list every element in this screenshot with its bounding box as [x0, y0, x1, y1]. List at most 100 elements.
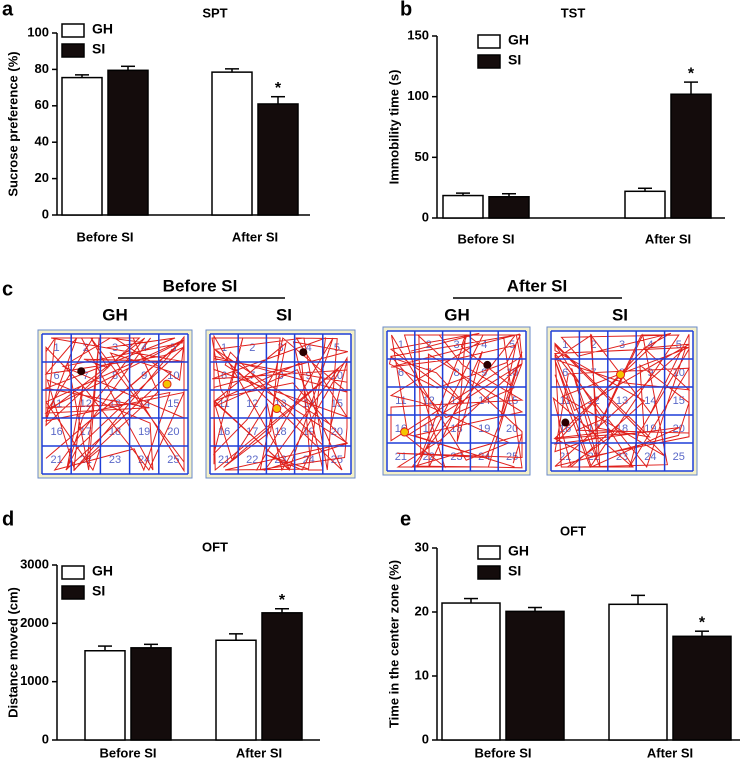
zone-number: 11	[51, 398, 62, 410]
start-marker	[616, 370, 626, 380]
start-marker	[272, 404, 282, 414]
x-tick-label: After SI	[232, 229, 278, 244]
bar	[261, 612, 303, 741]
y-tick-label: 1000	[20, 673, 49, 688]
zone-number: 12	[80, 398, 92, 410]
significance-mark: *	[275, 80, 282, 97]
zone-number: 5	[170, 342, 176, 354]
end-marker	[561, 418, 570, 427]
zone-number: 23	[109, 454, 121, 466]
y-tick-label: 0	[422, 731, 429, 746]
legend-swatch	[61, 23, 85, 38]
zone-number: 1	[562, 339, 568, 351]
end-marker	[299, 348, 308, 357]
track-label: GH	[444, 305, 470, 324]
bar	[84, 650, 126, 741]
legend-label: GH	[92, 563, 113, 579]
zone-number: 10	[673, 367, 685, 379]
legend-label: SI	[92, 583, 105, 599]
y-tick-label: 100	[407, 88, 429, 103]
track-label: SI	[612, 305, 628, 324]
zone-number: 4	[481, 339, 487, 351]
y-tick-label: 50	[415, 149, 429, 164]
start-marker	[162, 379, 172, 389]
zone-number: 8	[277, 370, 283, 382]
chart-title: OFT	[560, 523, 586, 538]
end-marker	[483, 360, 492, 369]
chart-title: TST	[561, 5, 586, 20]
legend-label: SI	[508, 52, 521, 68]
x-tick-label: After SI	[645, 231, 691, 246]
zone-number: 9	[481, 367, 487, 379]
y-tick-label: 20	[415, 603, 429, 618]
zone-number: 17	[246, 426, 258, 438]
zone-number: 19	[478, 423, 490, 435]
zone-number: 25	[167, 454, 179, 466]
legend-swatch	[61, 43, 85, 58]
bar	[442, 194, 484, 219]
y-tick-label: 150	[407, 27, 429, 42]
zone-number: 21	[50, 454, 62, 466]
track-label: GH	[102, 305, 128, 324]
legend-swatch	[61, 565, 85, 580]
significance-mark: *	[699, 614, 706, 631]
legend-swatch	[477, 54, 501, 69]
zone-number: 3	[112, 342, 118, 354]
x-tick-label: After SI	[236, 745, 282, 760]
y-axis-label: Distance moved (cm)	[5, 587, 20, 718]
zone-number: 20	[167, 426, 179, 438]
track-path	[44, 335, 185, 473]
zone-number: 9	[141, 370, 147, 382]
y-tick-label: 100	[27, 24, 49, 39]
zone-number: 8	[453, 367, 459, 379]
zone-number: 16	[50, 426, 62, 438]
track-label: SI	[276, 305, 292, 324]
zone-number: 2	[249, 342, 255, 354]
y-tick-label: 10	[415, 667, 429, 682]
panel-letter: a	[2, 0, 14, 20]
y-tick-label: 80	[35, 61, 49, 76]
zone-number: 6	[398, 367, 404, 379]
legend-label: GH	[508, 32, 529, 48]
x-tick-label: Before SI	[99, 745, 156, 760]
bar	[488, 196, 530, 219]
track-image: 1234567891011121314151617181920212223242…	[546, 326, 698, 476]
zone-number: 15	[167, 398, 179, 410]
group-label: After SI	[507, 276, 567, 295]
y-axis-label: Immobility time (s)	[386, 70, 401, 185]
panel-letter: d	[2, 508, 14, 530]
chart-title: SPT	[202, 5, 227, 20]
zone-number: 11	[218, 398, 229, 410]
panel-letter: b	[400, 0, 412, 20]
y-tick-label: 0	[42, 206, 49, 221]
bar	[670, 93, 712, 219]
zone-number: 1	[398, 339, 404, 351]
zone-number: 6	[562, 367, 568, 379]
bar	[505, 610, 565, 741]
y-axis-label: Time in the center zone (%)	[386, 560, 401, 728]
significance-mark: *	[279, 592, 286, 609]
start-marker	[400, 427, 410, 437]
legend-swatch	[477, 545, 501, 560]
bar	[130, 647, 172, 741]
chart-title: OFT	[202, 539, 228, 554]
bar	[215, 639, 257, 741]
zone-number: 16	[218, 426, 230, 438]
panel-letter: c	[2, 278, 13, 300]
zone-number: 1	[54, 342, 60, 354]
track-path	[552, 332, 691, 469]
bar	[107, 69, 149, 216]
y-tick-label: 0	[422, 209, 429, 224]
legend-label: GH	[92, 21, 113, 37]
zone-number: 4	[306, 342, 312, 354]
x-tick-label: Before SI	[474, 745, 531, 760]
significance-mark: *	[688, 65, 695, 82]
zone-number: 25	[331, 454, 343, 466]
bar	[441, 602, 501, 741]
zone-number: 6	[221, 370, 227, 382]
y-tick-label: 3000	[20, 556, 49, 571]
y-tick-label: 2000	[20, 615, 49, 630]
legend-label: SI	[92, 41, 105, 57]
zone-number: 21	[395, 451, 407, 463]
